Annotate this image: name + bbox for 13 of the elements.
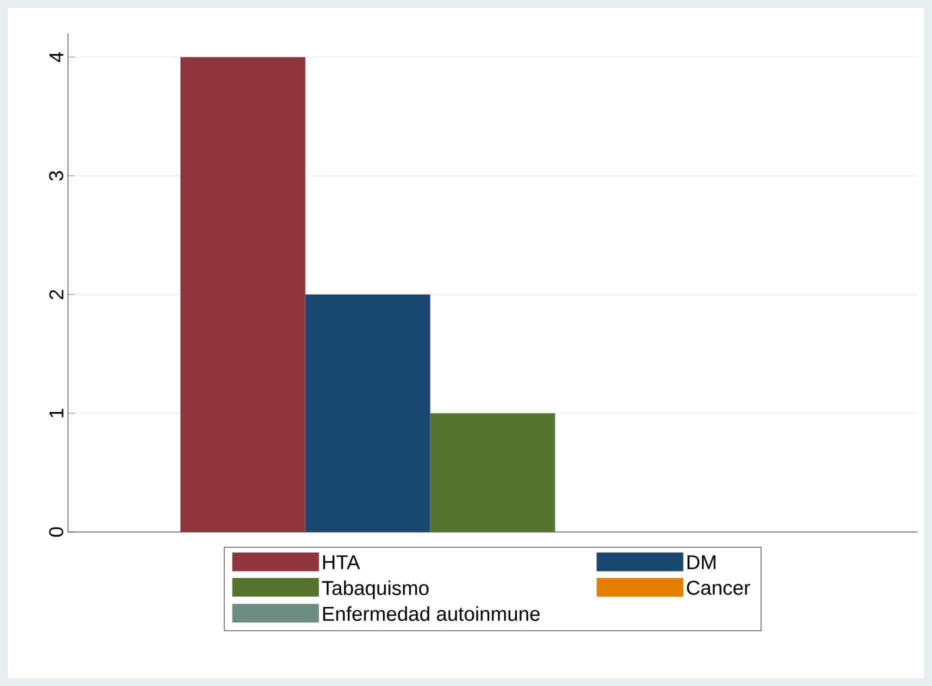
bar [305,294,430,532]
y-tick-label: 2 [49,290,64,300]
bar [180,57,306,532]
legend-label: DM [688,555,716,570]
legend-label: Cancer [686,580,750,595]
y-tick-label: 1 [50,408,64,418]
y-tick-label: 0 [49,527,64,537]
legend-label: Enfermedad autoinmune [323,606,540,621]
legend-label: Tabaquismo [322,580,429,600]
bar [430,413,556,532]
y-tick-label: 4 [50,52,64,62]
y-tick-label: 3 [49,171,64,181]
legend-label: HTA [323,555,360,570]
